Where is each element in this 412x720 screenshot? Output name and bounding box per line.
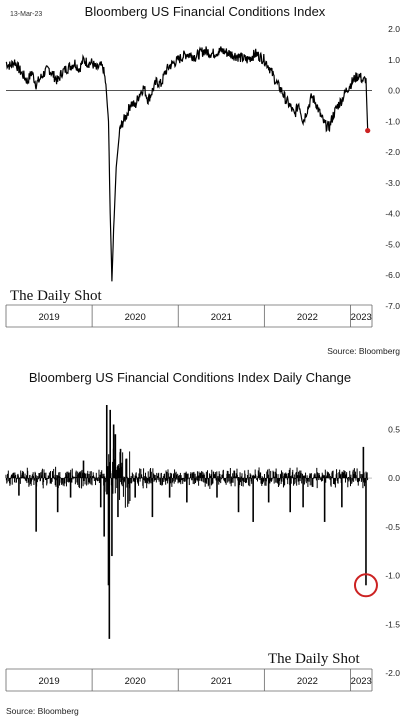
y-tick-label: -1.0 [385,571,400,581]
y-tick-label: -7.0 [385,301,400,311]
y-tick-label: 0.5 [388,424,400,434]
source-label: Source: Bloomberg [6,706,79,716]
date-stamp: 13-Mar-23 [10,11,42,18]
x-tick-label: 2019 [38,312,59,323]
y-tick-label: -2.0 [385,668,400,678]
x-axis: 2019 2020 2021 2022 2023 [5,304,373,328]
y-tick-label: 0.0 [388,86,400,96]
x-tick-label: 2023 [351,312,372,323]
y-tick-label: -2.0 [385,147,400,157]
x-tick-label: 2023 [351,676,372,687]
y-tick-label: -4.0 [385,209,400,219]
x-axis: 2019 2020 2021 2022 2023 [5,668,373,692]
chart-title: Bloomberg US Financial Conditions Index [85,4,326,19]
brand-watermark: The Daily Shot [268,651,360,667]
x-tick-label: 2020 [125,676,146,687]
x-tick-label: 2020 [125,312,146,323]
x-tick-label: 2021 [211,312,232,323]
series-line [5,46,369,282]
y-tick-label: 0.0 [388,473,400,483]
y-tick-label: -0.5 [385,522,400,532]
y-tick-label: 1.0 [388,55,400,65]
y-tick-label: 2.0 [388,24,400,34]
y-axis-ticks: 2.0 1.0 0.0 -1.0 -2.0 -3.0 -4.0 -5.0 -6.0 -7.0 [385,24,400,311]
x-tick-label: 2022 [297,676,318,687]
y-axis-ticks: 0.5 0.0 -0.5 -1.0 -1.5 -2.0 [385,424,400,678]
last-point-marker [365,127,371,134]
x-tick-label: 2022 [297,312,318,323]
y-tick-label: -1.0 [385,116,400,126]
chart-fci-index: 13-Mar-23 Bloomberg US Financial Conditi… [5,4,400,356]
x-tick-label: 2019 [38,676,59,687]
x-tick-label: 2021 [211,676,232,687]
y-tick-label: -3.0 [385,178,400,188]
chart-fci-daily-change: Bloomberg US Financial Conditions Index … [5,370,400,716]
source-label: Source: Bloomberg [327,346,400,356]
chart-title: Bloomberg US Financial Conditions Index … [29,370,351,385]
bars-group [5,405,369,639]
y-tick-label: -1.5 [385,619,400,629]
highlight-circle [353,573,378,598]
y-tick-label: -6.0 [385,270,400,280]
y-tick-label: -5.0 [385,239,400,249]
brand-watermark: The Daily Shot [10,288,102,304]
